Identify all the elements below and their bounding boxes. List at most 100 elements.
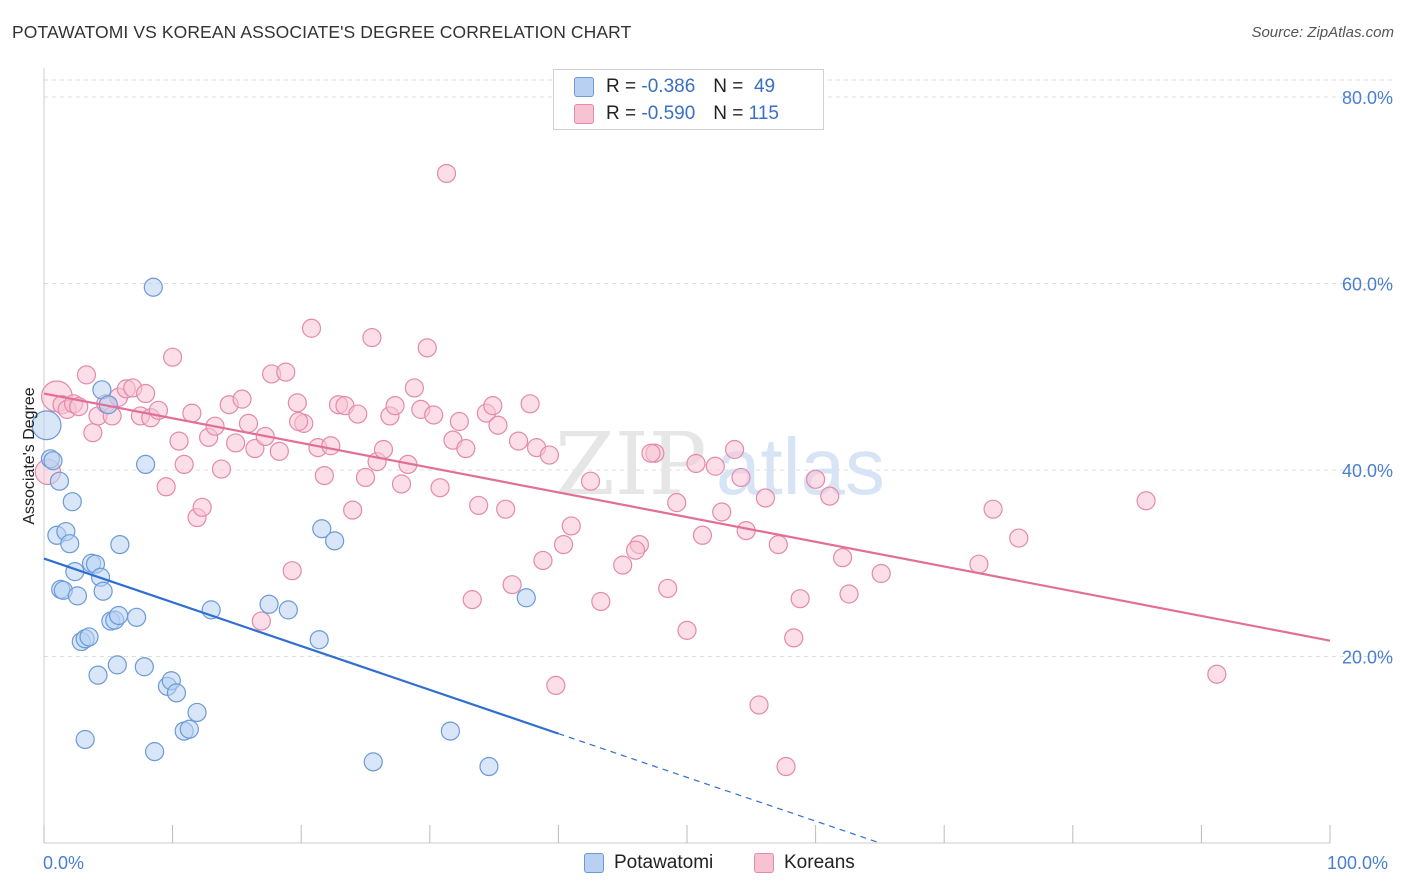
korean-point <box>533 550 553 571</box>
korean-point <box>677 620 697 640</box>
potawatomi-points <box>31 277 536 777</box>
korean-point <box>539 445 559 465</box>
trend-lines <box>43 392 1331 844</box>
korean-point <box>343 500 363 520</box>
korean-point <box>502 575 522 595</box>
korean-point <box>269 441 289 461</box>
bottom-legend-label: Koreans <box>784 852 855 873</box>
potawatomi-swatch <box>574 77 594 97</box>
korean-point <box>287 393 307 413</box>
korean-point <box>546 675 566 696</box>
korean-point <box>469 495 489 516</box>
korean-point <box>321 436 341 456</box>
korean-point <box>456 438 476 459</box>
korean-point <box>391 474 412 494</box>
korean-point <box>385 396 405 416</box>
potawatomi-point <box>479 756 499 777</box>
bottom-legend-koreans: Koreans <box>754 852 855 874</box>
legend-r-label: R = <box>606 76 637 97</box>
korean-point <box>553 534 574 555</box>
potawatomi-trend-extension <box>558 733 881 844</box>
potawatomi-point <box>166 683 187 703</box>
korean-point <box>404 378 424 398</box>
potawatomi-point <box>325 531 345 551</box>
korean-point <box>983 499 1003 519</box>
watermark-atlas: atlas <box>716 422 885 511</box>
korean-point <box>871 563 891 584</box>
potawatomi-point <box>49 471 70 491</box>
potawatomi-point <box>62 492 82 512</box>
korean-point <box>591 591 611 612</box>
korean-point <box>436 163 457 184</box>
korean-point <box>496 499 516 519</box>
potawatomi-point <box>67 586 88 606</box>
korean-point <box>238 413 259 433</box>
y-tick-label: 20.0% <box>1342 648 1393 668</box>
korean-point <box>169 431 189 451</box>
korean-point <box>641 443 661 463</box>
korean-point <box>135 383 156 404</box>
legend-r-label: R = <box>606 103 637 124</box>
korean-point <box>705 456 725 476</box>
koreans-swatch <box>574 104 594 124</box>
korean-point <box>712 502 732 522</box>
potawatomi-point <box>107 655 127 675</box>
korean-point <box>613 555 633 575</box>
potawatomi-point <box>363 752 383 772</box>
legend-n-label: N = <box>713 103 744 124</box>
korean-point <box>362 327 382 348</box>
x-axis-min-label: 0.0% <box>43 853 85 873</box>
legend-r-value: -0.590 <box>641 103 696 124</box>
y-tick-labels: 20.0% 40.0% 60.0% 80.0% <box>1342 88 1393 668</box>
korean-point <box>226 433 246 453</box>
potawatomi-point <box>259 594 279 614</box>
grid-lines <box>44 79 1394 657</box>
koreans-trend-line <box>43 392 1331 642</box>
axes <box>43 68 1331 844</box>
korean-point <box>449 411 469 432</box>
potawatomi-point <box>179 719 199 739</box>
korean-point <box>211 459 232 479</box>
bottom-legend-label: Potawatomi <box>614 852 714 873</box>
potawatomi-point <box>278 600 298 620</box>
korean-point <box>1136 491 1156 511</box>
korean-point <box>276 362 296 382</box>
legend-n-label: N = <box>713 76 744 97</box>
korean-point <box>839 584 859 604</box>
korean-point <box>749 695 769 715</box>
korean-point <box>731 467 751 488</box>
potawatomi-point <box>43 451 63 471</box>
korean-point <box>483 396 503 416</box>
korean-point <box>76 365 97 385</box>
potawatomi-point <box>143 277 163 297</box>
potawatomi-trend-line <box>43 557 559 735</box>
korean-point <box>658 578 678 599</box>
x-axis-max-label: 100.0% <box>1327 853 1389 873</box>
chart-title: POTAWATOMI VS KOREAN ASSOCIATE'S DEGREE … <box>12 22 632 42</box>
korean-point <box>462 590 482 610</box>
legend-n-value: 49 <box>753 76 776 97</box>
stats-legend: R = -0.386 N = 49 R = -0.590 N = 115 <box>553 69 824 130</box>
potawatomi-swatch <box>584 853 604 873</box>
korean-point <box>686 453 706 474</box>
korean-point <box>776 756 796 777</box>
korean-point <box>430 478 450 498</box>
korean-point <box>1207 664 1227 684</box>
potawatomi-point <box>516 588 536 608</box>
potawatomi-point <box>134 657 154 677</box>
korean-point <box>625 540 646 560</box>
potawatomi-point <box>135 454 156 475</box>
y-axis-label: Associate's Degree <box>21 387 38 524</box>
legend-r-value: -0.386 <box>641 76 696 97</box>
korean-point <box>667 493 687 513</box>
korean-point <box>174 454 194 475</box>
korean-point <box>417 338 437 358</box>
korean-point <box>580 471 601 491</box>
legend-n-value: 115 <box>748 103 779 124</box>
potawatomi-point <box>126 607 147 627</box>
potawatomi-point <box>60 534 80 554</box>
korean-point <box>156 477 176 497</box>
potawatomi-point <box>110 534 130 555</box>
korean-point <box>790 589 810 609</box>
korean-point <box>755 488 776 508</box>
